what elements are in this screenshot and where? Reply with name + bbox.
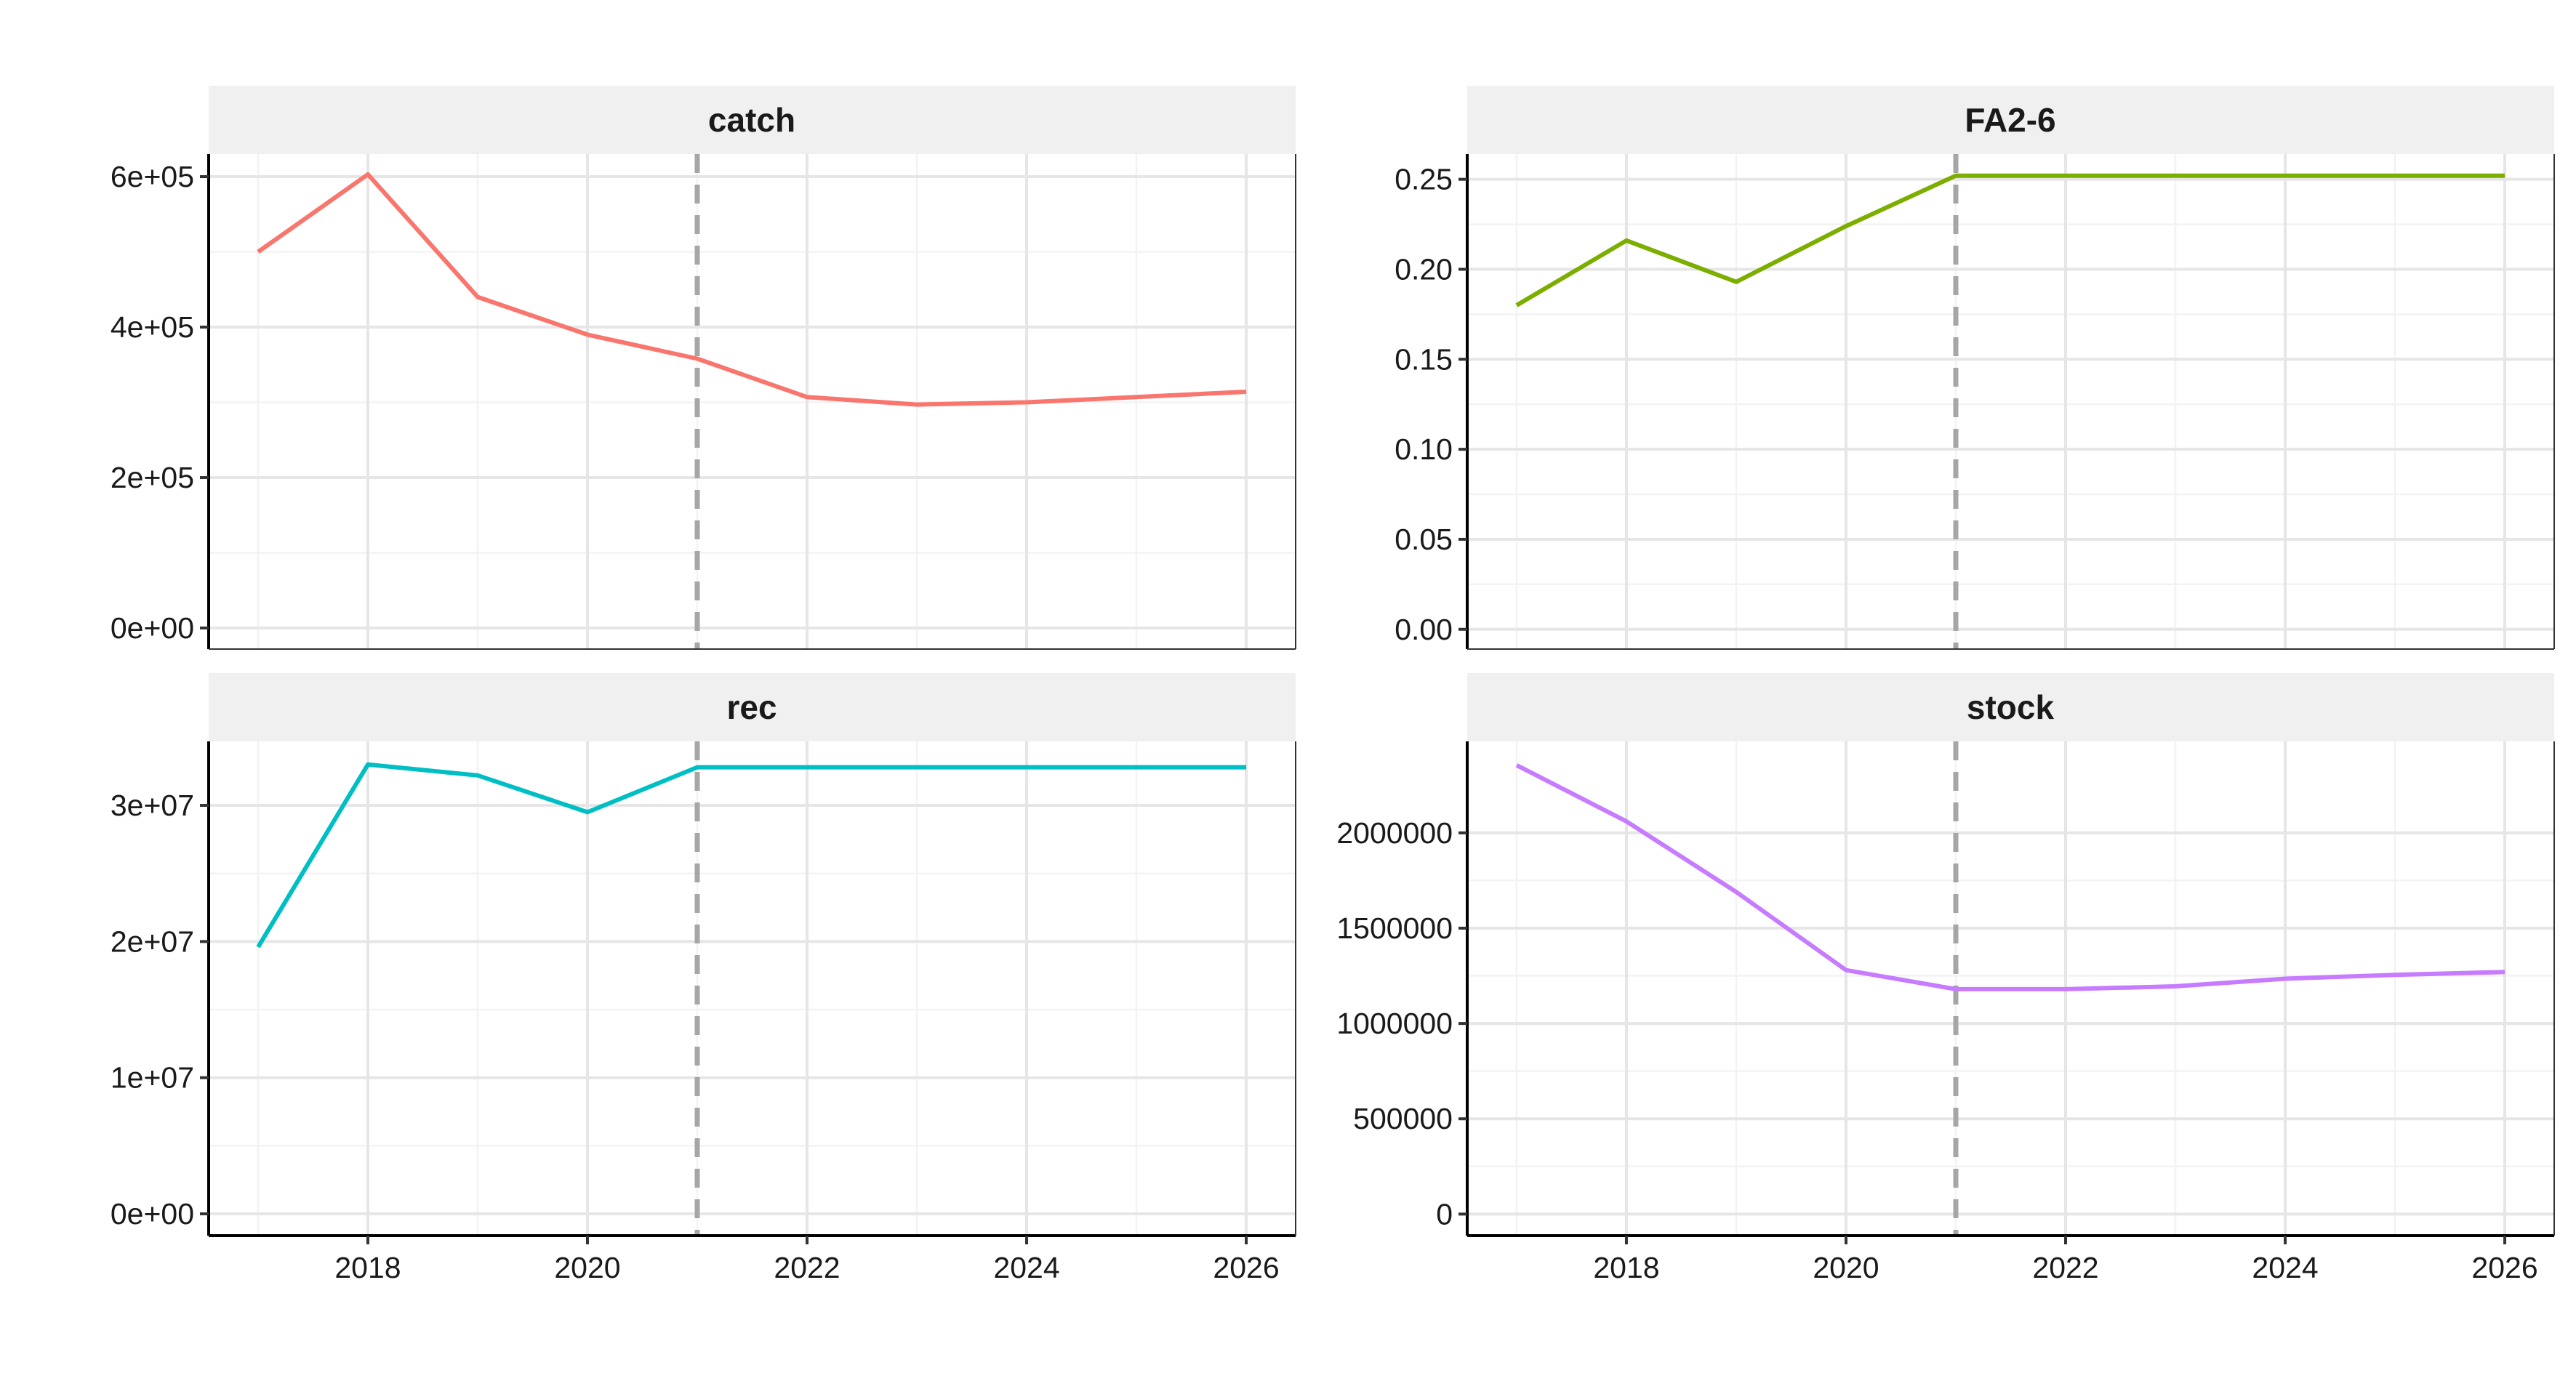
x-tick-labels: 2018 2020 2022 2024 2026 <box>334 1251 1279 1284</box>
panel-rec: rec 0e+00 1e+07 2e+07 3e+07 2018 2020 2022 202… <box>111 673 1296 1284</box>
y-tick-label: 0.10 <box>1395 432 1453 466</box>
axis-lines <box>1458 741 2555 1244</box>
y-tick-label: 0e+00 <box>111 1197 194 1231</box>
x-tick-label: 2018 <box>334 1251 401 1284</box>
panel-title: stock <box>1967 688 2055 726</box>
y-tick-label: 0e+00 <box>111 611 194 645</box>
gridlines <box>209 154 1296 649</box>
y-tick-label: 2000000 <box>1336 816 1453 850</box>
x-tick-label: 2020 <box>554 1251 620 1284</box>
y-tick-label: 2e+07 <box>111 925 194 958</box>
panel-catch: catch 0e+00 2e+05 4e+05 6e+05 <box>111 86 1296 650</box>
axis-lines <box>200 154 1296 650</box>
x-tick-label: 2026 <box>1213 1251 1279 1284</box>
y-tick-label: 1500000 <box>1336 911 1453 945</box>
y-tick-labels: 0.00 0.05 0.10 0.15 0.20 0.25 <box>1395 163 1453 646</box>
y-tick-label: 0.05 <box>1395 523 1453 556</box>
y-tick-label: 0.25 <box>1395 163 1453 196</box>
panel-strip <box>209 673 1296 741</box>
panel-strip <box>209 86 1296 154</box>
x-tick-label: 2022 <box>774 1251 840 1284</box>
y-tick-labels: 0e+00 1e+07 2e+07 3e+07 <box>111 789 194 1231</box>
y-tick-label: 1000000 <box>1336 1007 1453 1040</box>
series-line <box>257 172 1247 407</box>
panel-title: catch <box>708 101 795 139</box>
x-tick-label: 2022 <box>2032 1251 2098 1284</box>
axis-lines <box>1458 154 2555 650</box>
panel-strip <box>1467 86 2554 154</box>
y-tick-label: 2e+05 <box>111 461 194 494</box>
y-tick-label: 0 <box>1436 1197 1453 1231</box>
x-tick-label: 2026 <box>2471 1251 2537 1284</box>
y-tick-label: 500000 <box>1353 1102 1453 1135</box>
series-line <box>1515 763 2505 991</box>
x-tick-labels: 2018 2020 2022 2024 2026 <box>1593 1251 2537 1284</box>
series-line <box>1515 173 2505 307</box>
y-tick-label: 3e+07 <box>111 789 194 822</box>
y-tick-label: 0.20 <box>1395 252 1453 286</box>
y-tick-labels: 0e+00 2e+05 4e+05 6e+05 <box>111 160 194 645</box>
y-tick-label: 6e+05 <box>111 160 194 193</box>
panel-title: FA2-6 <box>1965 101 2055 139</box>
x-tick-label: 2020 <box>1813 1251 1879 1284</box>
y-tick-label: 0.15 <box>1395 342 1453 376</box>
series-line <box>256 762 1246 949</box>
gridlines <box>209 741 1296 1236</box>
x-tick-label: 2024 <box>993 1251 1059 1284</box>
x-tick-label: 2018 <box>1593 1251 1659 1284</box>
gridlines <box>1467 741 2554 1236</box>
y-tick-label: 0.00 <box>1395 613 1453 646</box>
gridlines <box>1467 154 2554 649</box>
panel-fa2-6: FA2-6 0.00 0.05 0.10 0.15 0.20 0.25 <box>1395 86 2555 650</box>
y-tick-label: 4e+05 <box>111 310 194 344</box>
y-tick-labels: 0 500000 1000000 1500000 2000000 <box>1336 816 1453 1231</box>
panel-strip <box>1467 673 2554 741</box>
axis-lines <box>200 741 1296 1244</box>
y-tick-label: 1e+07 <box>111 1061 194 1095</box>
x-tick-label: 2024 <box>2252 1251 2318 1284</box>
panel-title: rec <box>726 688 777 726</box>
